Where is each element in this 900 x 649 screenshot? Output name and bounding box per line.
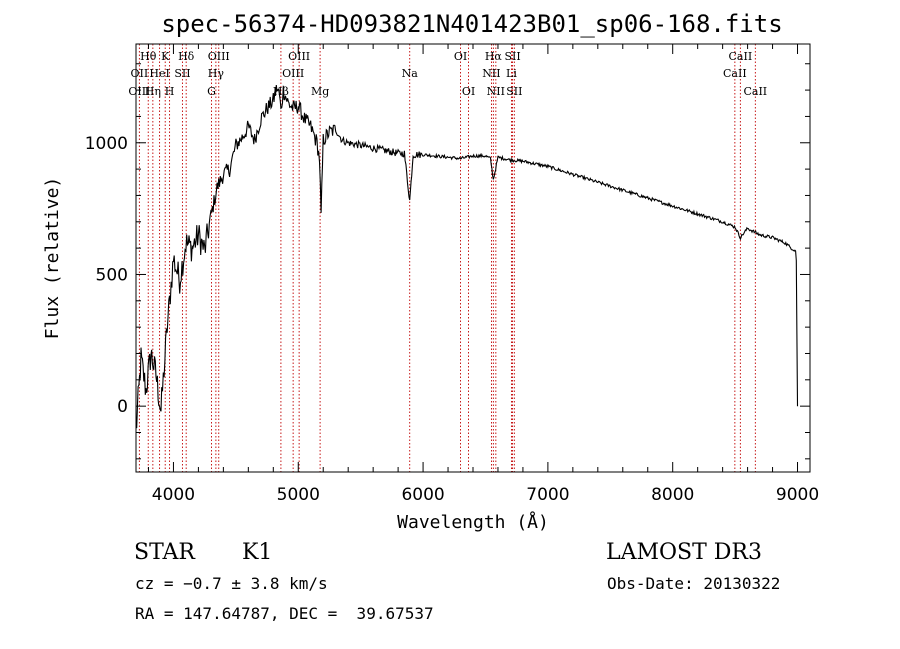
spectral-line-label: OIII — [128, 85, 150, 98]
y-tick-label: 500 — [96, 265, 128, 285]
spectral-line-label: Hη — [145, 85, 161, 98]
spectral-line-label: CaII — [723, 67, 747, 80]
spectral-line-label: SII — [174, 67, 190, 80]
plot-frame — [135, 43, 811, 473]
x-tick-label: 6000 — [401, 485, 444, 505]
x-axis-label: Wavelength (Å) — [397, 511, 549, 533]
ra-dec-coordinates: RA = 147.64787, DEC = 39.67537 — [135, 604, 434, 623]
object-class: STAR — [134, 540, 195, 565]
x-tick-label: 5000 — [277, 485, 320, 505]
spectral-line-label: Hα — [485, 50, 503, 63]
spectral-line-label: NII — [487, 85, 505, 98]
spectral-line-label: OII — [131, 67, 149, 80]
spectrum-line — [135, 85, 799, 429]
spectral-line-label: K — [161, 50, 170, 63]
spectral-line-label: OIII — [208, 50, 230, 63]
spectral-line-label: OIII — [288, 50, 310, 63]
y-axis: 0 500 1000 — [85, 63, 810, 460]
spectral-line-label: Mg — [311, 85, 329, 98]
spectral-line-label: Hγ — [208, 67, 225, 80]
spectral-line-label: CaII — [743, 85, 767, 98]
spectral-line-label: NII — [482, 67, 500, 80]
y-tick-label: 1000 — [85, 134, 128, 154]
x-tick-label: 8000 — [651, 485, 694, 505]
spectral-line-label: Li — [506, 67, 517, 80]
spectral-line-label: HeI — [149, 67, 169, 80]
survey-name: LAMOST DR3 — [606, 540, 762, 565]
y-axis-label: Flux (relative) — [42, 177, 63, 340]
spectral-line-label: Na — [402, 67, 419, 80]
spectral-line-label: SII — [504, 50, 520, 63]
spectral-line-label: G — [207, 85, 216, 98]
redshift-cz: cz = −0.7 ± 3.8 km/s — [135, 574, 328, 593]
chart-title: spec-56374-HD093821N401423B01_sp06-168.f… — [161, 10, 782, 38]
spectrum-chart: spec-56374-HD093821N401423B01_sp06-168.f… — [42, 10, 819, 533]
x-tick-label: 4000 — [152, 485, 195, 505]
observation-date: Obs-Date: 20130322 — [607, 574, 781, 593]
spectral-line-label: OIII — [282, 67, 304, 80]
spectral-line-label: OI — [454, 50, 467, 63]
x-tick-label: 7000 — [526, 485, 569, 505]
spectral-line-label: Hθ — [140, 50, 157, 63]
spectral-line-label: CaII — [729, 50, 753, 63]
spectral-line-label: Hδ — [178, 50, 195, 63]
spectral-line-markers — [138, 44, 756, 472]
x-tick-label: 9000 — [776, 485, 819, 505]
spectral-line-label: SII — [506, 85, 522, 98]
x-axis: 4000 5000 6000 7000 8000 9000 — [147, 44, 819, 505]
y-tick-label: 0 — [117, 397, 128, 417]
object-subclass: K1 — [242, 540, 273, 565]
spectral-line-label: OI — [462, 85, 475, 98]
spectral-line-label: H — [165, 85, 175, 98]
